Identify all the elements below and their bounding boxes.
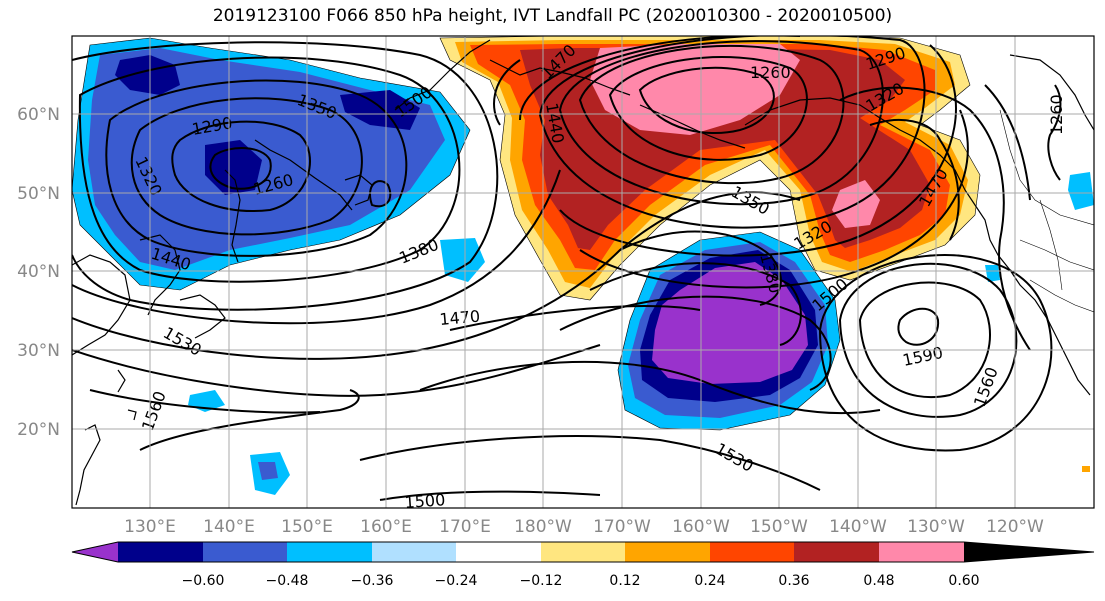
colorbar-label: −0.36: [351, 573, 394, 589]
contour-label: 1470: [439, 307, 481, 329]
colorbar-segment: [541, 542, 625, 562]
colorbar-label: 0.12: [609, 573, 640, 589]
lat-label: 20°N: [17, 420, 60, 440]
lon-label: 120°W: [986, 517, 1044, 537]
colorbar-label: 0.24: [694, 573, 725, 589]
lat-label: 30°N: [17, 341, 60, 361]
lon-label: 150°W: [750, 517, 808, 537]
colorbar-segment: [372, 542, 456, 562]
map-area: 1350 1290 1260 1320 1440 1380 1470 1530 …: [72, 36, 1094, 512]
gridlines: [72, 36, 1094, 508]
lat-label: 50°N: [17, 184, 60, 204]
map-frame: [71, 35, 1095, 509]
colorbar-arrow-right: [879, 542, 964, 562]
colorbar-segment: [964, 542, 1094, 562]
contour-label: 1260: [1047, 94, 1066, 135]
lon-label: 160°W: [672, 517, 730, 537]
lon-label: 130°W: [907, 517, 965, 537]
colorbar-label: −0.60: [182, 573, 225, 589]
colorbar-segment: [287, 542, 372, 562]
colorbar-segment: [118, 542, 203, 562]
lat-label: 60°N: [17, 105, 60, 125]
lon-label: 140°W: [829, 517, 887, 537]
height-contours: [72, 36, 1062, 501]
colorbar-label: −0.24: [435, 573, 478, 589]
lon-label: 170°E: [439, 517, 491, 537]
colorbar-segment: [710, 542, 794, 562]
colorbar-label: 0.36: [778, 573, 809, 589]
colorbar-label: −0.12: [520, 573, 563, 589]
shading-outline: [72, 36, 981, 431]
colorbar-label: 0.60: [948, 573, 979, 589]
lon-label: 170°W: [593, 517, 651, 537]
contour-label: 1500: [404, 490, 446, 512]
lon-label: 140°E: [203, 517, 255, 537]
colorbar-label: −0.48: [266, 573, 309, 589]
colorbar-arrow-left: [72, 542, 118, 562]
longitude-labels: 130°E 140°E 150°E 160°E 170°E 180°W 170°…: [124, 517, 1044, 537]
lat-label: 40°N: [17, 262, 60, 282]
lon-label: 180°W: [514, 517, 572, 537]
colorbar-label: 0.48: [863, 573, 894, 589]
lon-label: 130°E: [124, 517, 176, 537]
contour-label: 1260: [750, 63, 791, 82]
latitude-labels: 60°N 50°N 40°N 30°N 20°N: [17, 105, 60, 440]
colorbar: −0.60 −0.48 −0.36 −0.24 −0.12 0.12 0.24 …: [71, 541, 1095, 589]
colorbar-segment: [625, 542, 710, 562]
map-title: 2019123100 F066 850 hPa height, IVT Land…: [212, 6, 893, 26]
borders: [999, 109, 1094, 313]
colorbar-segment: [456, 542, 541, 562]
colorbar-segment: [794, 542, 879, 562]
lon-label: 160°E: [360, 517, 412, 537]
colorbar-segment: [203, 542, 287, 562]
lon-label: 150°E: [281, 517, 333, 537]
